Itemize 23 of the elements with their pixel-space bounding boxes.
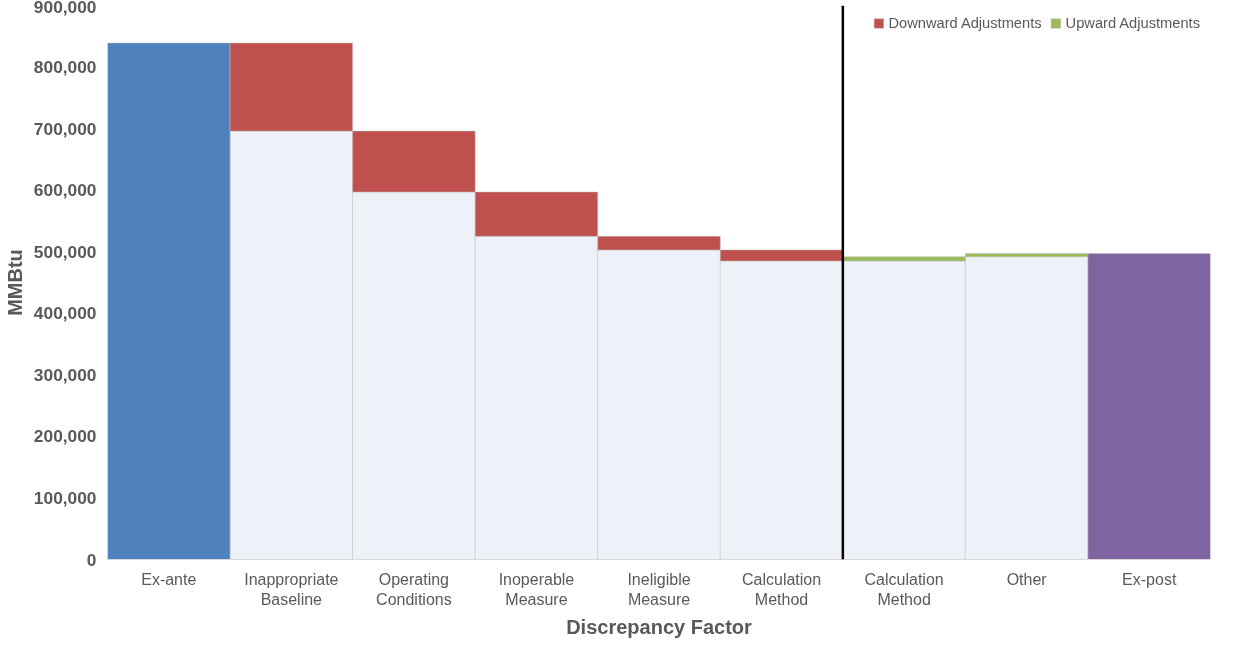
x-tick-label: Inappropriate Baseline bbox=[244, 570, 339, 608]
x-tick-label: Ineligible Measure bbox=[627, 570, 691, 608]
x-tick-label: Ex-ante bbox=[141, 570, 197, 588]
x-tick-label: Calculation Method bbox=[741, 570, 822, 608]
y-tick-label: 100,000 bbox=[33, 487, 97, 508]
legend-label: Upward Adjustments bbox=[1065, 15, 1200, 31]
y-tick-label: 300,000 bbox=[33, 364, 97, 385]
x-axis-title: Discrepancy Factor bbox=[566, 615, 753, 638]
y-tick-label: 500,000 bbox=[33, 241, 97, 262]
y-tick-label: 700,000 bbox=[33, 118, 97, 139]
y-tick-label: 200,000 bbox=[33, 426, 97, 447]
y-tick-label: 900,000 bbox=[33, 0, 97, 17]
y-tick-label: 800,000 bbox=[33, 57, 97, 78]
x-tick-label: Operating Conditions bbox=[376, 570, 452, 608]
y-tick-label: 600,000 bbox=[33, 180, 97, 201]
y-tick-label: 0 bbox=[86, 549, 97, 570]
legend-label: Downward Adjustments bbox=[888, 15, 1042, 31]
x-tick-label: Calculation Method bbox=[864, 570, 944, 608]
x-tick-label: Inoperable Measure bbox=[498, 570, 575, 608]
x-tick-label: Ex-post bbox=[1122, 570, 1177, 588]
x-tick-label: Other bbox=[1006, 570, 1048, 588]
y-tick-label: 400,000 bbox=[33, 303, 97, 324]
y-axis-title: MMBtu bbox=[3, 249, 26, 316]
